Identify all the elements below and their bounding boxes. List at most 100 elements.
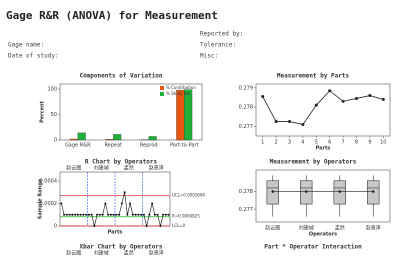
bar xyxy=(113,134,122,141)
mean-point xyxy=(271,190,275,193)
group-label: 赵云图 xyxy=(66,250,81,257)
range-point xyxy=(71,213,74,216)
bar xyxy=(176,89,185,141)
mean-point xyxy=(381,97,385,101)
group-label: 孟然 xyxy=(124,165,134,172)
x-tick-label: 10 xyxy=(380,140,386,146)
range-point xyxy=(126,213,129,216)
bar xyxy=(184,89,193,141)
range-point xyxy=(112,213,115,216)
x-axis-label: Parts xyxy=(108,230,123,236)
range-point xyxy=(82,213,85,216)
legend-label: % Contribution xyxy=(166,85,196,90)
mean-point xyxy=(338,190,342,193)
range-point xyxy=(79,213,82,216)
range-point xyxy=(93,225,96,227)
range-point xyxy=(85,213,88,216)
range-point xyxy=(65,213,68,216)
control-limit-label: UCL=0.0002694 xyxy=(172,193,205,198)
x-tick-label: 2 xyxy=(275,140,278,146)
x-tick-label: 赵景泽 xyxy=(366,225,381,232)
range-point xyxy=(98,213,101,216)
chart-title: Components of Variation xyxy=(79,73,162,80)
tolerance: Tolerance: xyxy=(200,42,236,49)
mean-line xyxy=(262,90,384,125)
y-tick-label: 0.279 xyxy=(239,85,253,91)
y-tick-label: 0.278 xyxy=(239,105,253,111)
range-point xyxy=(104,202,107,205)
range-point xyxy=(60,202,63,205)
x-tick-label: 赵云图 xyxy=(265,225,280,232)
mean-point xyxy=(304,190,308,193)
range-point xyxy=(87,213,90,216)
bar xyxy=(148,136,157,141)
chart-title: R Chart by Operators xyxy=(85,159,158,166)
plot-frame xyxy=(255,83,391,137)
range-point xyxy=(120,202,123,205)
x-tick-label: Reprod xyxy=(140,143,158,149)
range-point xyxy=(142,213,145,216)
mean-point xyxy=(328,89,332,93)
reported-by: Reported by: xyxy=(200,31,243,38)
mean-point xyxy=(288,120,291,124)
x-axis-label: Parts xyxy=(316,146,331,152)
x-tick-label: Part-to-Part xyxy=(170,143,199,149)
group-label: 孟然 xyxy=(124,250,134,257)
y-tick-label: 0.0004 xyxy=(40,179,58,185)
control-limit-label: LCL=0 xyxy=(172,223,186,228)
x-axis-label: Operators xyxy=(309,232,337,238)
range-point xyxy=(167,213,170,216)
range-point xyxy=(164,213,167,216)
mean-point xyxy=(314,103,318,107)
y-axis-label: Sample Range xyxy=(38,178,44,219)
y-tick-label: 0.277 xyxy=(239,124,253,130)
range-point xyxy=(137,213,140,216)
range-point xyxy=(96,213,99,216)
y-tick-label: 0.278 xyxy=(239,189,253,195)
chart-title: Xbar Chart by Operators xyxy=(79,244,162,251)
mean-point xyxy=(301,122,305,126)
x-tick-label: 8 xyxy=(355,140,358,146)
range-point xyxy=(140,213,143,216)
range-point xyxy=(123,191,126,194)
group-label: 赵景泽 xyxy=(149,165,164,172)
x-tick-label: 1 xyxy=(261,140,264,146)
x-tick-label: 3 xyxy=(288,140,291,146)
chart-title: Measurement by Parts xyxy=(277,73,350,80)
mean-point xyxy=(355,96,358,100)
x-tick-label: Gage R&R xyxy=(65,143,91,149)
y-tick-label: 100 xyxy=(47,87,57,93)
range-point xyxy=(129,202,132,205)
bar xyxy=(69,138,78,141)
x-tick-label: 5 xyxy=(315,140,318,146)
legend-swatch xyxy=(160,86,164,90)
range-point xyxy=(101,213,104,216)
range-point xyxy=(156,213,159,216)
range-point xyxy=(151,202,154,205)
range-point xyxy=(131,213,134,216)
y-tick-label: 0 xyxy=(54,138,57,144)
x-tick-label: 6 xyxy=(328,140,331,146)
range-line xyxy=(61,192,169,227)
x-tick-label: 孟然 xyxy=(335,225,345,232)
range-point xyxy=(145,225,148,227)
range-point xyxy=(115,213,118,216)
y-tick-label: 0 xyxy=(54,224,57,230)
x-tick-label: 刘建城 xyxy=(299,225,314,232)
chart-title: Part * Operator Interaction xyxy=(264,244,362,251)
range-point xyxy=(68,213,71,216)
range-point xyxy=(153,213,156,216)
legend-swatch xyxy=(160,92,164,96)
y-tick-label: 0.0002 xyxy=(40,201,58,207)
y-tick-label: 50 xyxy=(51,112,57,118)
control-limit-label: R=0.0000825 xyxy=(172,214,200,219)
date-of-study: Date of study: xyxy=(8,53,59,60)
range-point xyxy=(159,225,162,227)
mean-point xyxy=(261,95,265,99)
report-title: Gage R&R (ANOVA) for Measurement xyxy=(6,9,218,22)
range-point xyxy=(162,213,165,216)
range-point xyxy=(90,213,93,216)
x-tick-label: 7 xyxy=(342,140,345,146)
x-tick-label: 9 xyxy=(368,140,371,146)
